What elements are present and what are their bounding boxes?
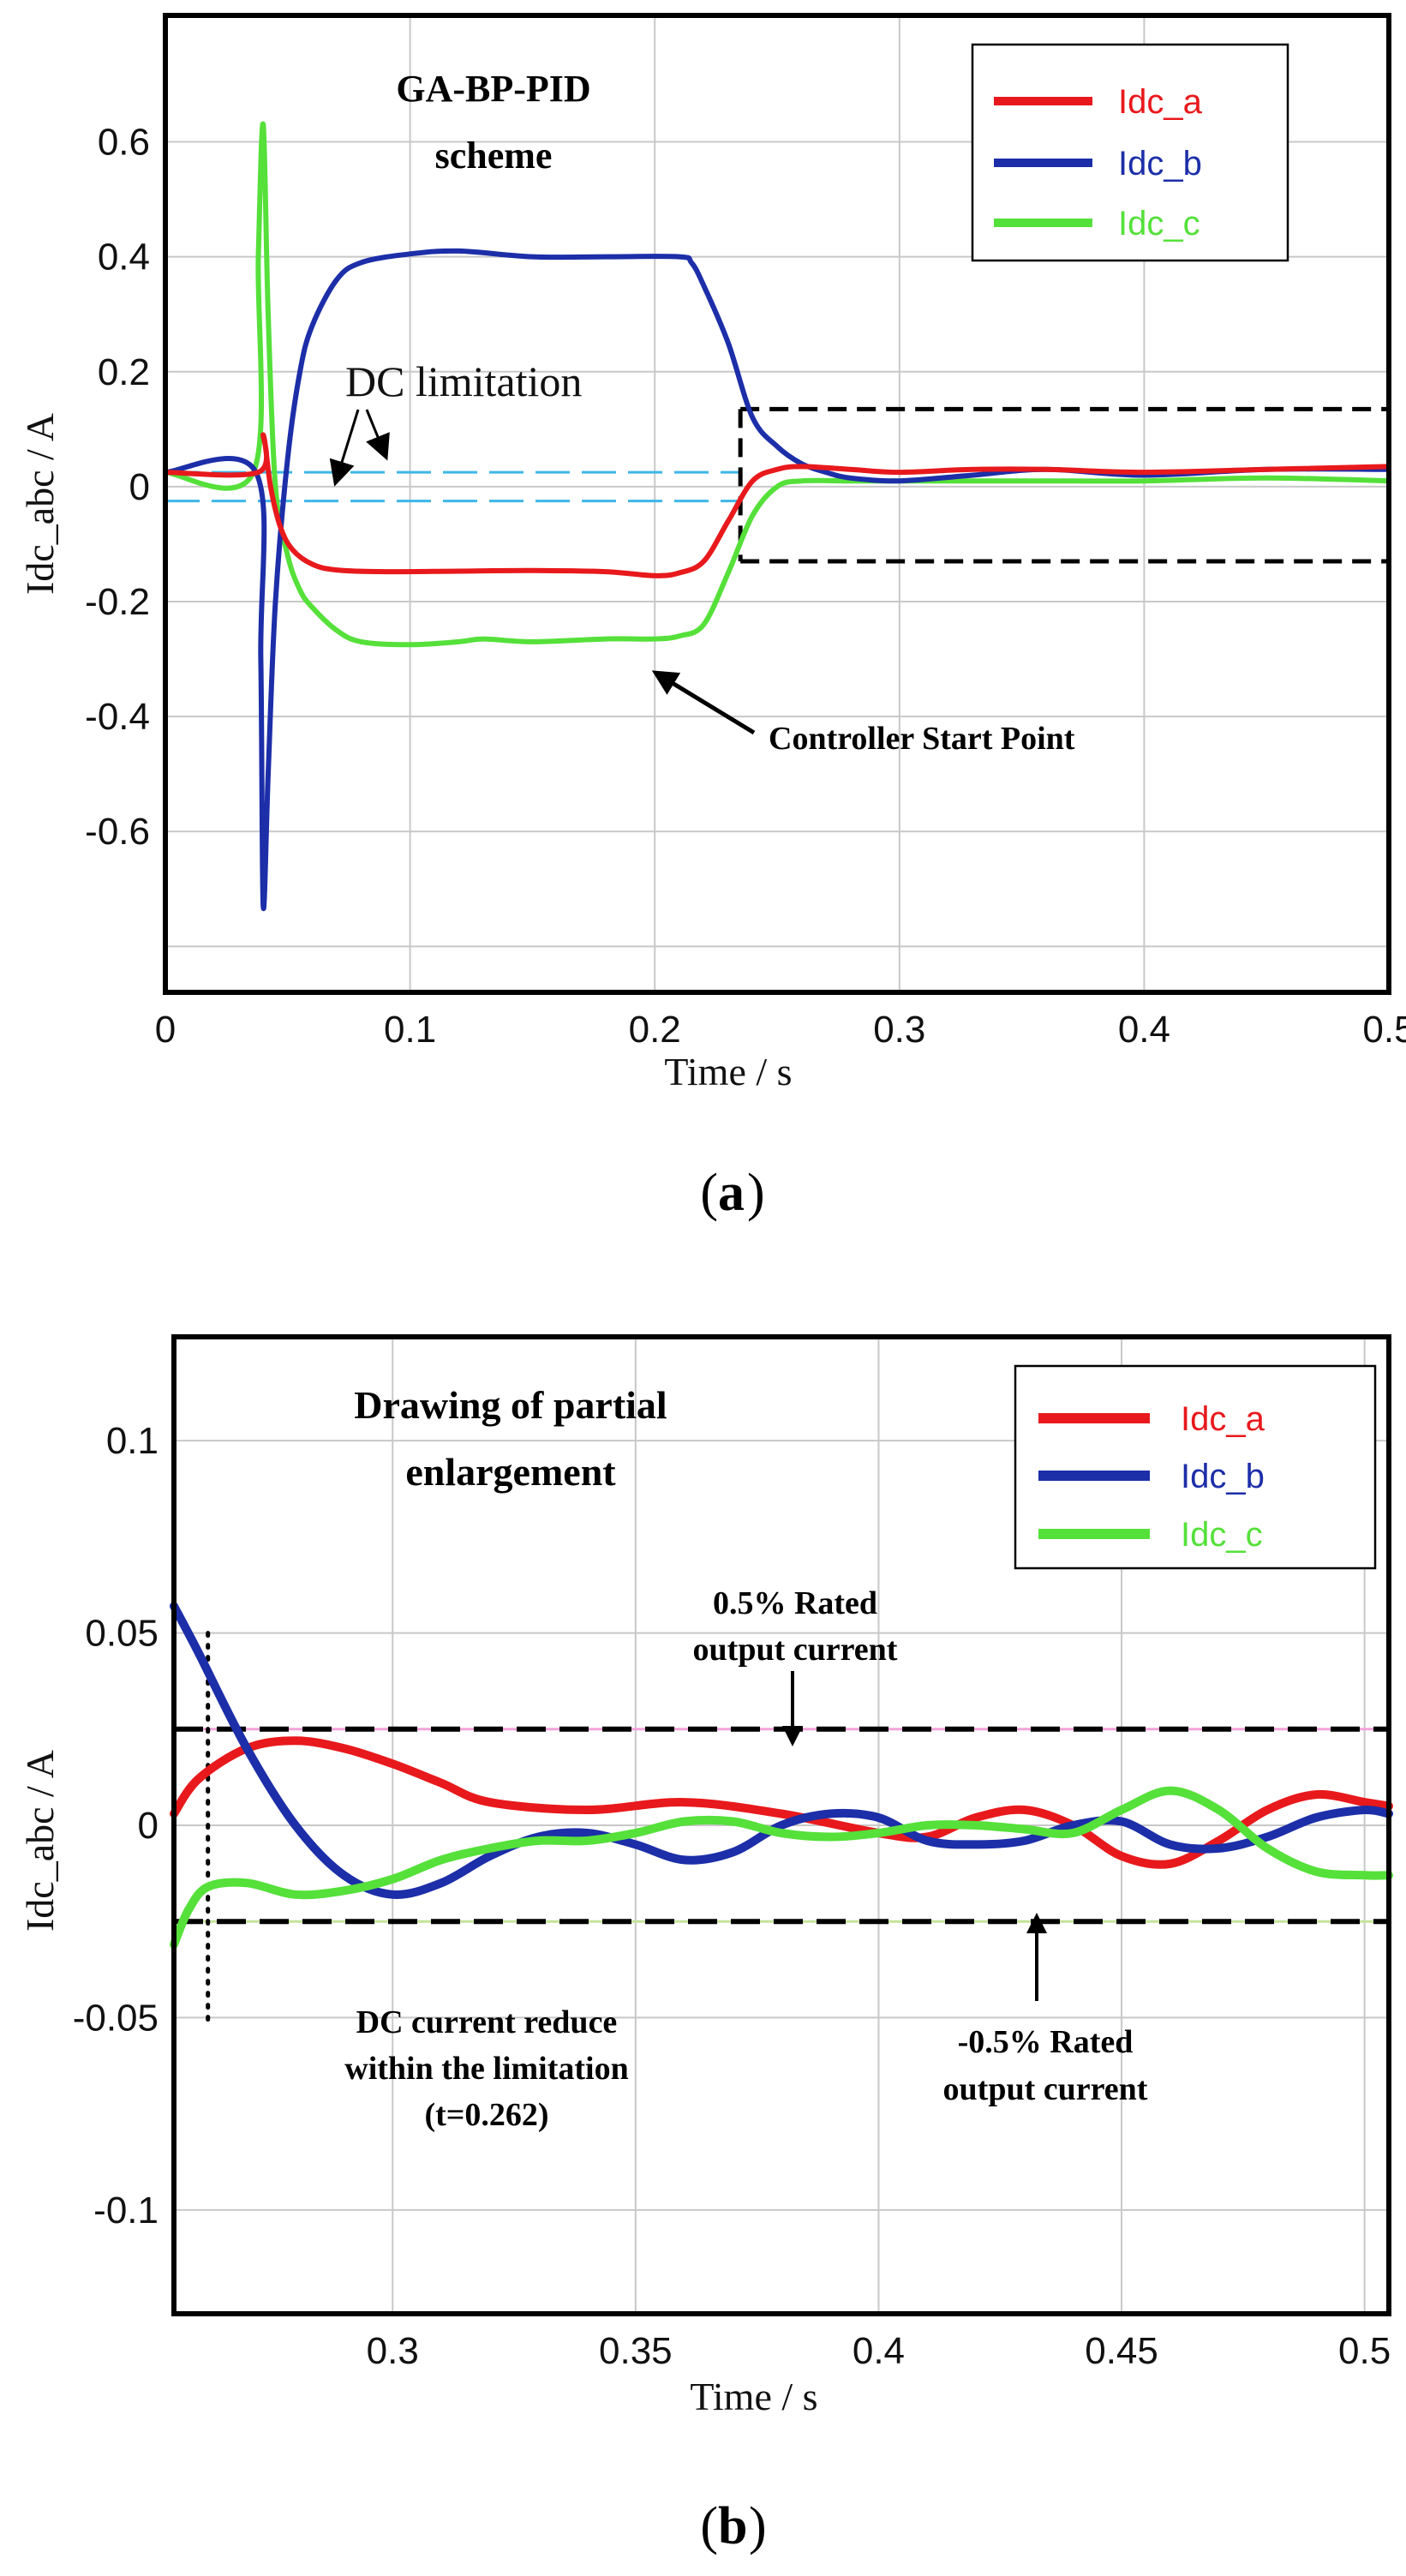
controller-start-label: Controller Start Point: [769, 721, 1075, 757]
series-b: [170, 1602, 1393, 1950]
plot-frame-a: [163, 13, 1391, 995]
x-axis-label-b: Time / s: [690, 2375, 817, 2418]
x-tick-label: 0.4: [1118, 1009, 1170, 1051]
x-tick-label: 0.3: [367, 2330, 419, 2372]
legend-label-idc-b: Idc_b: [1118, 145, 1202, 183]
upper-limit-line-1: 0.5% Rated: [713, 1585, 877, 1621]
caption-b-open: (: [700, 2497, 718, 2555]
x-tick-label: 0.2: [629, 1009, 681, 1051]
y-ticks-a: 0.6 0.4 0.2 0 -0.2 -0.4 -0.6: [85, 122, 150, 854]
controller-start-arrow: [651, 670, 756, 735]
series-line-idc-a: [163, 432, 1391, 578]
legend-label-idc-c: Idc_c: [1118, 205, 1200, 243]
panel-a: 0 0.1 0.2 0.3 0.4 0.5 0.60.40.20-0.2-0.4-0.6 …: [18, 13, 1406, 1222]
title-line-2-b: enlargement: [405, 1450, 616, 1494]
reduce-line-2: within the limitation: [344, 2051, 628, 2087]
dc-limit-arrow-2: [365, 409, 390, 461]
y-tick-label: -0.1: [93, 2190, 159, 2232]
y-tick-label: 0.4: [98, 237, 150, 279]
x-tick-label: 0.1: [384, 1009, 436, 1051]
x-tick-label: 0.5: [1362, 1009, 1406, 1051]
y-axis-label-b: Idc_abc / A: [18, 1750, 62, 1932]
y-tick-label: 0.6: [98, 122, 150, 164]
plot-frame-b: [171, 1334, 1391, 2316]
legend-label-idc-c-b: Idc_c: [1181, 1516, 1263, 1554]
lower-limit-line-2: output current: [943, 2071, 1148, 2107]
y-tick-label: 0: [138, 1805, 159, 1847]
y-axis-label-a: Idc_abc / A: [18, 413, 62, 595]
caption-a-open: (: [700, 1164, 718, 1222]
legend-box-b: [1014, 1364, 1377, 1570]
legend-a: Idc_a Idc_b Idc_c: [971, 43, 1289, 262]
y-tick-label: -0.4: [85, 696, 150, 738]
title-line-2-a: scheme: [435, 135, 553, 177]
series-line-idc-b: [163, 248, 1391, 912]
reduce-line-1: DC current reduce: [356, 2004, 618, 2040]
caption-a-letter: a: [718, 1164, 745, 1222]
y-tick-label: 0.05: [85, 1613, 159, 1655]
caption-a-close: ): [747, 1164, 765, 1222]
legend-label-idc-a-b: Idc_a: [1181, 1400, 1265, 1438]
x-axis-label-a: Time / s: [664, 1050, 792, 1093]
y-tick-label: -0.2: [85, 581, 150, 623]
series-line-idc-c: [170, 1786, 1393, 1950]
dc-limit-arrow-1: [329, 409, 360, 487]
y-tick-label: 0.2: [98, 351, 150, 393]
x-ticks-b: 0.3 0.35 0.4 0.45 0.5: [367, 2330, 1391, 2372]
title-line-1-a: GA-BP-PID: [396, 68, 590, 110]
limit-lines-b: [174, 1726, 1389, 1925]
reduce-line-3: (t=0.262): [424, 2097, 548, 2133]
y-ticks-b: 0.1 0.05 0 -0.05 -0.1: [73, 1420, 159, 2232]
series-line-idc-c: [163, 121, 1391, 648]
panel-b: 0.3 0.35 0.4 0.45 0.5 0.1 0.05 0 -0.05 -0.1 Time…: [18, 1334, 1393, 2555]
x-tick-label: 0.4: [853, 2330, 905, 2372]
dc-limitation-label: DC limitation: [345, 357, 582, 405]
x-tick-label: 0.35: [599, 2330, 673, 2372]
x-ticks-a: 0 0.1 0.2 0.3 0.4 0.5: [155, 1009, 1406, 1051]
y-tick-label: 0.1: [106, 1420, 159, 1462]
legend-label-idc-b-b: Idc_b: [1181, 1458, 1265, 1495]
y-tick-label: -0.6: [85, 811, 150, 853]
upper-limit-line-2: output current: [693, 1632, 898, 1668]
series-a: [163, 121, 1391, 912]
legend-b: Idc_a Idc_b Idc_c: [1014, 1364, 1377, 1570]
x-tick-label: 0.5: [1338, 2330, 1391, 2372]
x-tick-label: 0.3: [873, 1009, 925, 1051]
x-tick-label: 0: [155, 1009, 176, 1051]
caption-b-letter: b: [718, 2497, 747, 2555]
y-tick-label: -0.05: [73, 1997, 159, 2039]
lower-limit-line-1: -0.5% Rated: [958, 2024, 1134, 2060]
legend-label-idc-a: Idc_a: [1118, 83, 1203, 121]
x-tick-label: 0.45: [1085, 2330, 1158, 2372]
caption-b-close: ): [749, 2497, 767, 2555]
title-line-1-b: Drawing of partial: [354, 1383, 667, 1427]
y-tick-label: 0: [129, 466, 150, 508]
series-line-idc-b: [170, 1602, 1393, 1899]
series-line-idc-a: [170, 1736, 1393, 1869]
